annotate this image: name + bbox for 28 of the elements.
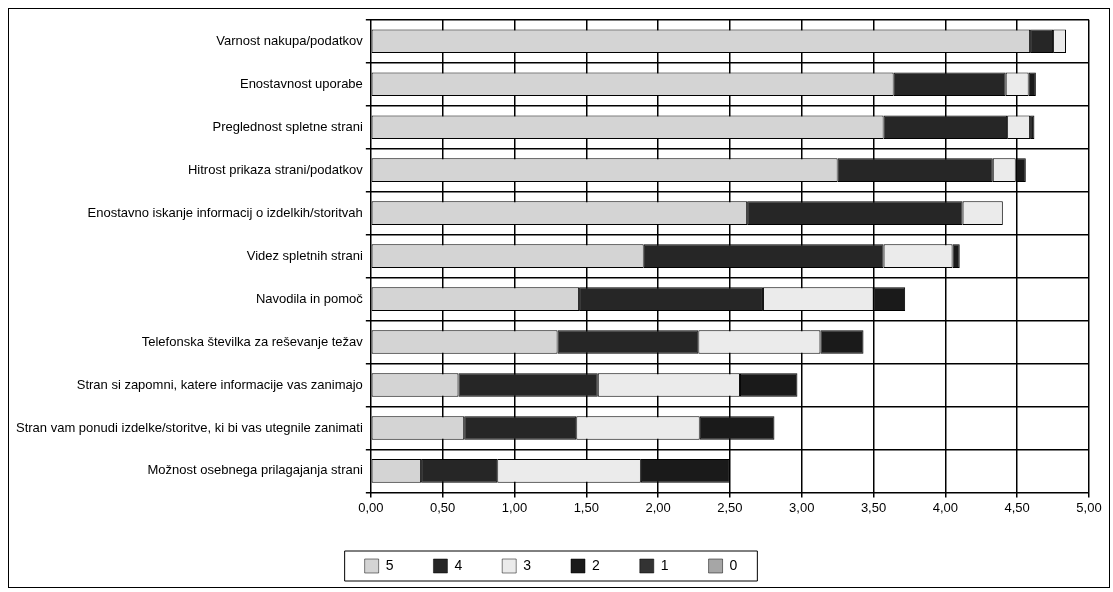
legend-label: 5 [385, 556, 394, 573]
x-tick-label: 4,00 [932, 499, 959, 515]
y-tick-label: Varnost nakupa/podatkov [216, 32, 364, 48]
y-tick-label: Stran vam ponudi izdelke/storitve, ki bi vas utegnile zanimati [15, 419, 363, 435]
y-tick-label: Preglednost spletne strani [212, 118, 363, 134]
x-tick-label: 5,00 [1076, 499, 1102, 515]
x-tick-label: 2,50 [717, 499, 743, 515]
legend-label: 4 [454, 556, 463, 573]
y-tick-label: Navodila in pomoč [255, 290, 364, 306]
x-tick-label: 2,00 [645, 499, 671, 515]
y-tick-label: Hitrost prikaza strani/podatkov [187, 161, 364, 177]
x-tick-label: 3,50 [860, 499, 887, 515]
x-tick-label: 1,00 [501, 499, 528, 515]
y-tick-label: Stran si zapomni, katere informacije vas zanimajo [76, 376, 363, 392]
x-tick-label: 4,50 [1004, 499, 1030, 515]
x-tick-label: 0,50 [430, 499, 456, 515]
y-tick-label: Videz spletnih strani [246, 247, 363, 263]
y-tick-label: Enostavnost uporabe [239, 75, 363, 91]
y-tick-label: Možnost osebnega prilagajanja strani [147, 462, 363, 478]
y-tick-label: Enostavno iskanje informacij o izdelkih/storitvah [87, 204, 363, 220]
legend-label: 2 [592, 556, 600, 573]
legend-label: 1 [660, 556, 669, 573]
x-tick-label: 0,00 [358, 499, 384, 515]
y-tick-label: Telefonska številka za reševanje težav [141, 333, 364, 349]
legend-label: 0 [729, 556, 738, 573]
legend-label: 3 [523, 556, 532, 573]
x-tick-label: 1,50 [573, 499, 599, 515]
x-tick-label: 3,00 [789, 499, 815, 515]
